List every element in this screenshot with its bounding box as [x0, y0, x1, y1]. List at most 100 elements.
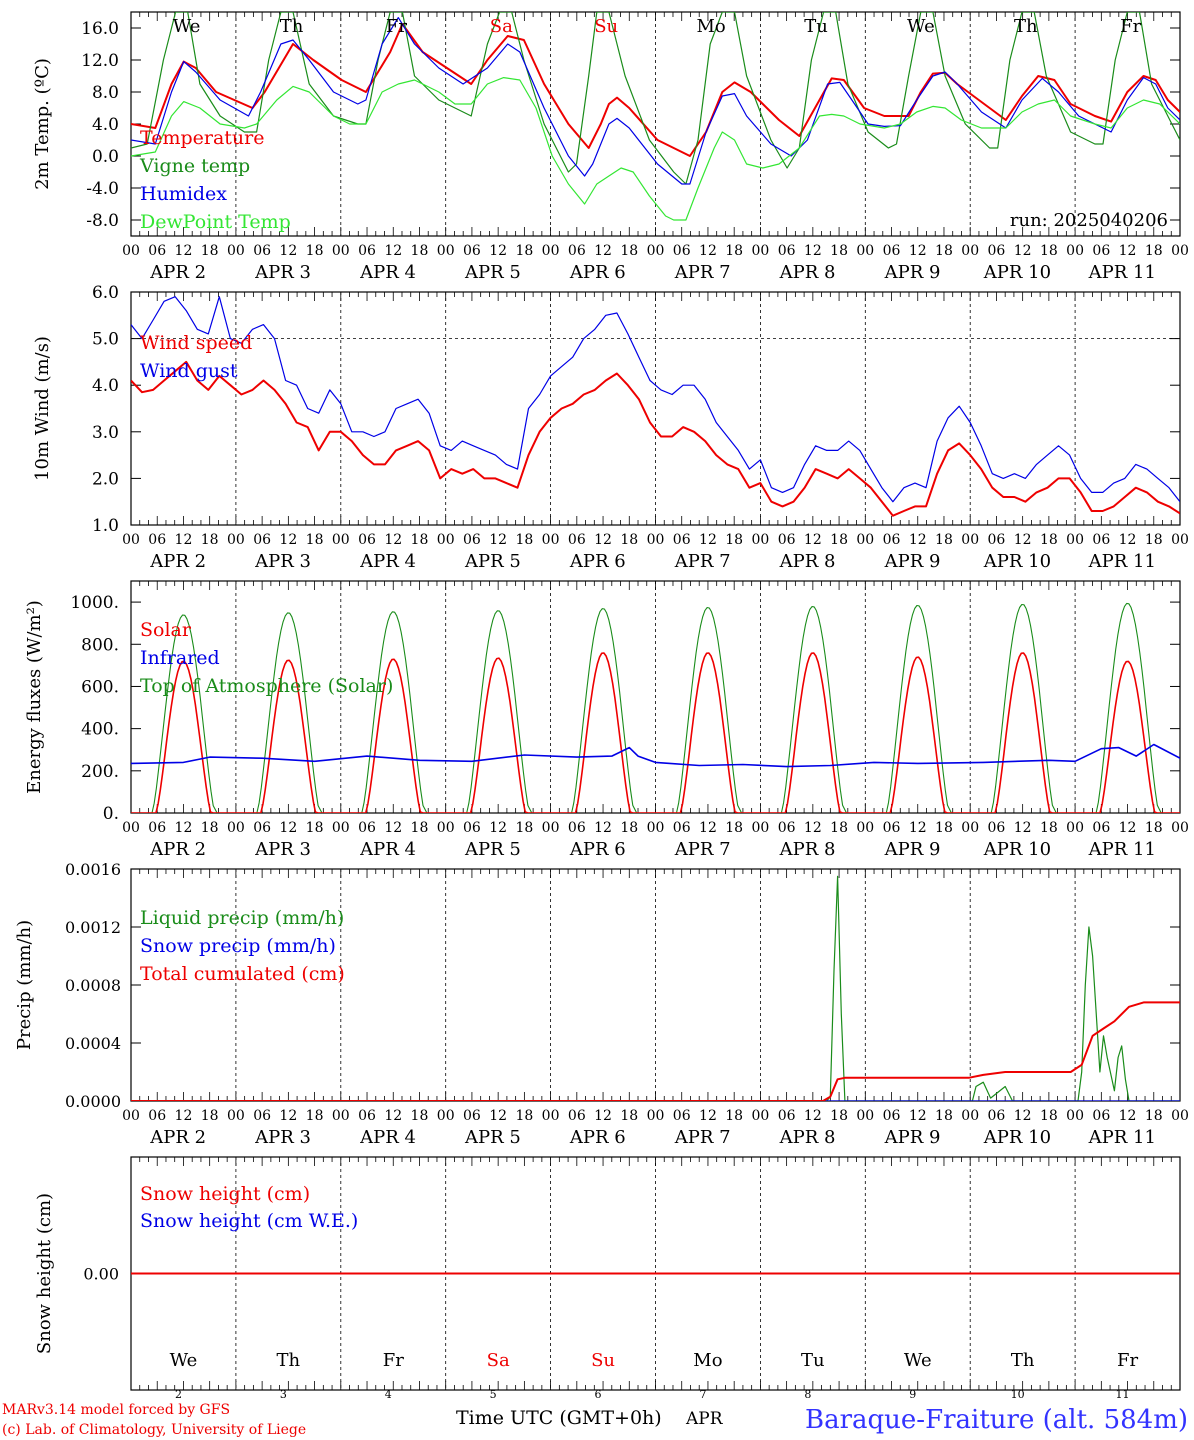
hour-tick-label: 06 — [463, 532, 481, 548]
day-name-bottom: Tu — [801, 1350, 825, 1371]
day-number: 4 — [385, 1388, 392, 1401]
hour-tick-label: 18 — [1040, 820, 1058, 836]
hour-tick-label: 06 — [568, 243, 586, 259]
y-tick-label: 1000. — [70, 593, 119, 613]
y-tick-label: 6.0 — [92, 283, 119, 303]
hour-tick-label: 00 — [961, 532, 979, 548]
hour-tick-label: 12 — [1014, 243, 1032, 259]
series-line-solar — [131, 652, 1180, 813]
panel-4: 0.0016 0.0012 0.0008 0.0004 0.0000 Precip (mm… — [14, 860, 1189, 1148]
legend-entry: Snow precip (mm/h) — [140, 935, 336, 957]
hour-tick-label: 18 — [725, 820, 743, 836]
y-axis-label: 2m Temp. (ºC) — [32, 58, 53, 190]
date-label: APR 4 — [359, 551, 416, 572]
date-label: APR 8 — [779, 262, 836, 283]
month-label: APR — [685, 1409, 724, 1429]
y-tick-label: 0.0016 — [65, 860, 121, 879]
hour-tick-label: 00 — [332, 820, 350, 836]
hour-tick-label: 12 — [699, 243, 717, 259]
hour-tick-label: 18 — [306, 820, 324, 836]
y-tick-label: 200. — [81, 762, 119, 782]
hour-tick-label: 12 — [909, 1108, 927, 1124]
run-label: run: 2025040206 — [1010, 210, 1168, 231]
hour-tick-label: 06 — [148, 532, 166, 548]
hour-tick-label: 12 — [804, 243, 822, 259]
hour-tick-label: 00 — [122, 532, 140, 548]
y-tick-label: -4.0 — [86, 179, 119, 199]
y-tick-label: 0.0004 — [65, 1034, 121, 1053]
hour-tick-label: 12 — [594, 1108, 612, 1124]
hour-tick-label: 18 — [935, 1108, 953, 1124]
hour-tick-label: 00 — [437, 820, 455, 836]
day-name-top: Th — [1014, 16, 1038, 37]
hour-tick-label: 06 — [358, 1108, 376, 1124]
day-number: 8 — [804, 1388, 811, 1401]
day-name-bottom: Th — [277, 1350, 301, 1371]
hour-tick-label: 00 — [542, 243, 560, 259]
date-label: APR 9 — [884, 1127, 941, 1148]
day-name-bottom: Fr — [383, 1350, 404, 1371]
y-tick-label: 16.0 — [81, 19, 119, 39]
hour-tick-label: 18 — [935, 243, 953, 259]
hour-tick-label: 12 — [909, 532, 927, 548]
hour-tick-label: 18 — [515, 1108, 533, 1124]
date-label: APR 5 — [464, 1127, 521, 1148]
y-tick-label: 0.0008 — [65, 976, 121, 995]
legend-entry: Humidex — [140, 183, 227, 205]
day-name-bottom: We — [170, 1350, 198, 1371]
hour-tick-label: 00 — [1171, 820, 1189, 836]
station-title: Baraque-Fraiture (alt. 584m) — [805, 1405, 1188, 1435]
y-axis-label: Snow height (cm) — [34, 1193, 55, 1354]
y-tick-label: 12.0 — [81, 51, 119, 71]
legend-entry: Wind gust — [140, 360, 238, 382]
y-tick-label: 1.0 — [92, 516, 119, 536]
series-line-infrared — [131, 743, 1180, 768]
hour-tick-label: 12 — [804, 820, 822, 836]
hour-tick-label: 12 — [1119, 532, 1137, 548]
panels-layer: 16.0 12.0 8.0 4.0 0.0 -4.0 -8.0 2m Temp. (ºC) 00… — [14, 11, 1189, 1401]
panel-2: 6.0 5.0 4.0 3.0 2.0 1.0 10m Wind (m/s) 00 06 12 18… — [32, 283, 1189, 572]
hour-tick-label: 06 — [673, 820, 691, 836]
y-tick-label: 0.0000 — [65, 1092, 121, 1111]
hour-tick-label: 00 — [227, 820, 245, 836]
hour-tick-label: 00 — [1171, 1108, 1189, 1124]
hour-tick-label: 00 — [332, 1108, 350, 1124]
hour-tick-label: 00 — [961, 1108, 979, 1124]
hour-tick-label: 06 — [988, 243, 1006, 259]
hour-tick-label: 06 — [988, 820, 1006, 836]
series-line-total-cumulated-cm — [131, 1001, 1180, 1101]
hour-tick-label: 12 — [909, 820, 927, 836]
day-name-top: Fr — [386, 16, 407, 37]
legend-entry: Snow height (cm) — [140, 1183, 310, 1205]
date-label: APR 5 — [464, 551, 521, 572]
hour-tick-label: 00 — [856, 532, 874, 548]
hour-tick-label: 00 — [122, 243, 140, 259]
date-label: APR 11 — [1088, 551, 1156, 572]
hour-tick-label: 00 — [437, 1108, 455, 1124]
hour-tick-label: 06 — [1092, 243, 1110, 259]
hour-tick-label: 18 — [725, 243, 743, 259]
y-axis-label: Energy fluxes (W/m²) — [24, 600, 45, 794]
hour-tick-label: 12 — [384, 1108, 402, 1124]
hour-tick-label: 12 — [1119, 1108, 1137, 1124]
hour-tick-label: 12 — [1014, 820, 1032, 836]
hour-tick-label: 12 — [489, 1108, 507, 1124]
time-axis-label: Time UTC (GMT+0h) — [456, 1407, 662, 1429]
date-label: APR 8 — [779, 551, 836, 572]
panel-1: 16.0 12.0 8.0 4.0 0.0 -4.0 -8.0 2m Temp. (ºC) 00… — [32, 11, 1189, 283]
hour-tick-label: 18 — [620, 1108, 638, 1124]
hour-tick-label: 12 — [594, 243, 612, 259]
series-line-liquid-precip-mm-h — [131, 875, 1180, 1101]
hour-tick-label: 06 — [673, 243, 691, 259]
hour-tick-label: 12 — [1119, 243, 1137, 259]
date-label: APR 10 — [983, 1127, 1051, 1148]
hour-tick-label: 12 — [175, 532, 193, 548]
y-tick-label: 5.0 — [92, 330, 119, 350]
series-line-dewpoint-temp — [131, 77, 1180, 221]
date-label: APR 10 — [983, 262, 1051, 283]
hour-tick-label: 00 — [542, 532, 560, 548]
hour-tick-label: 00 — [542, 1108, 560, 1124]
hour-tick-label: 00 — [1171, 243, 1189, 259]
date-label: APR 10 — [983, 839, 1051, 860]
hour-tick-label: 18 — [515, 532, 533, 548]
